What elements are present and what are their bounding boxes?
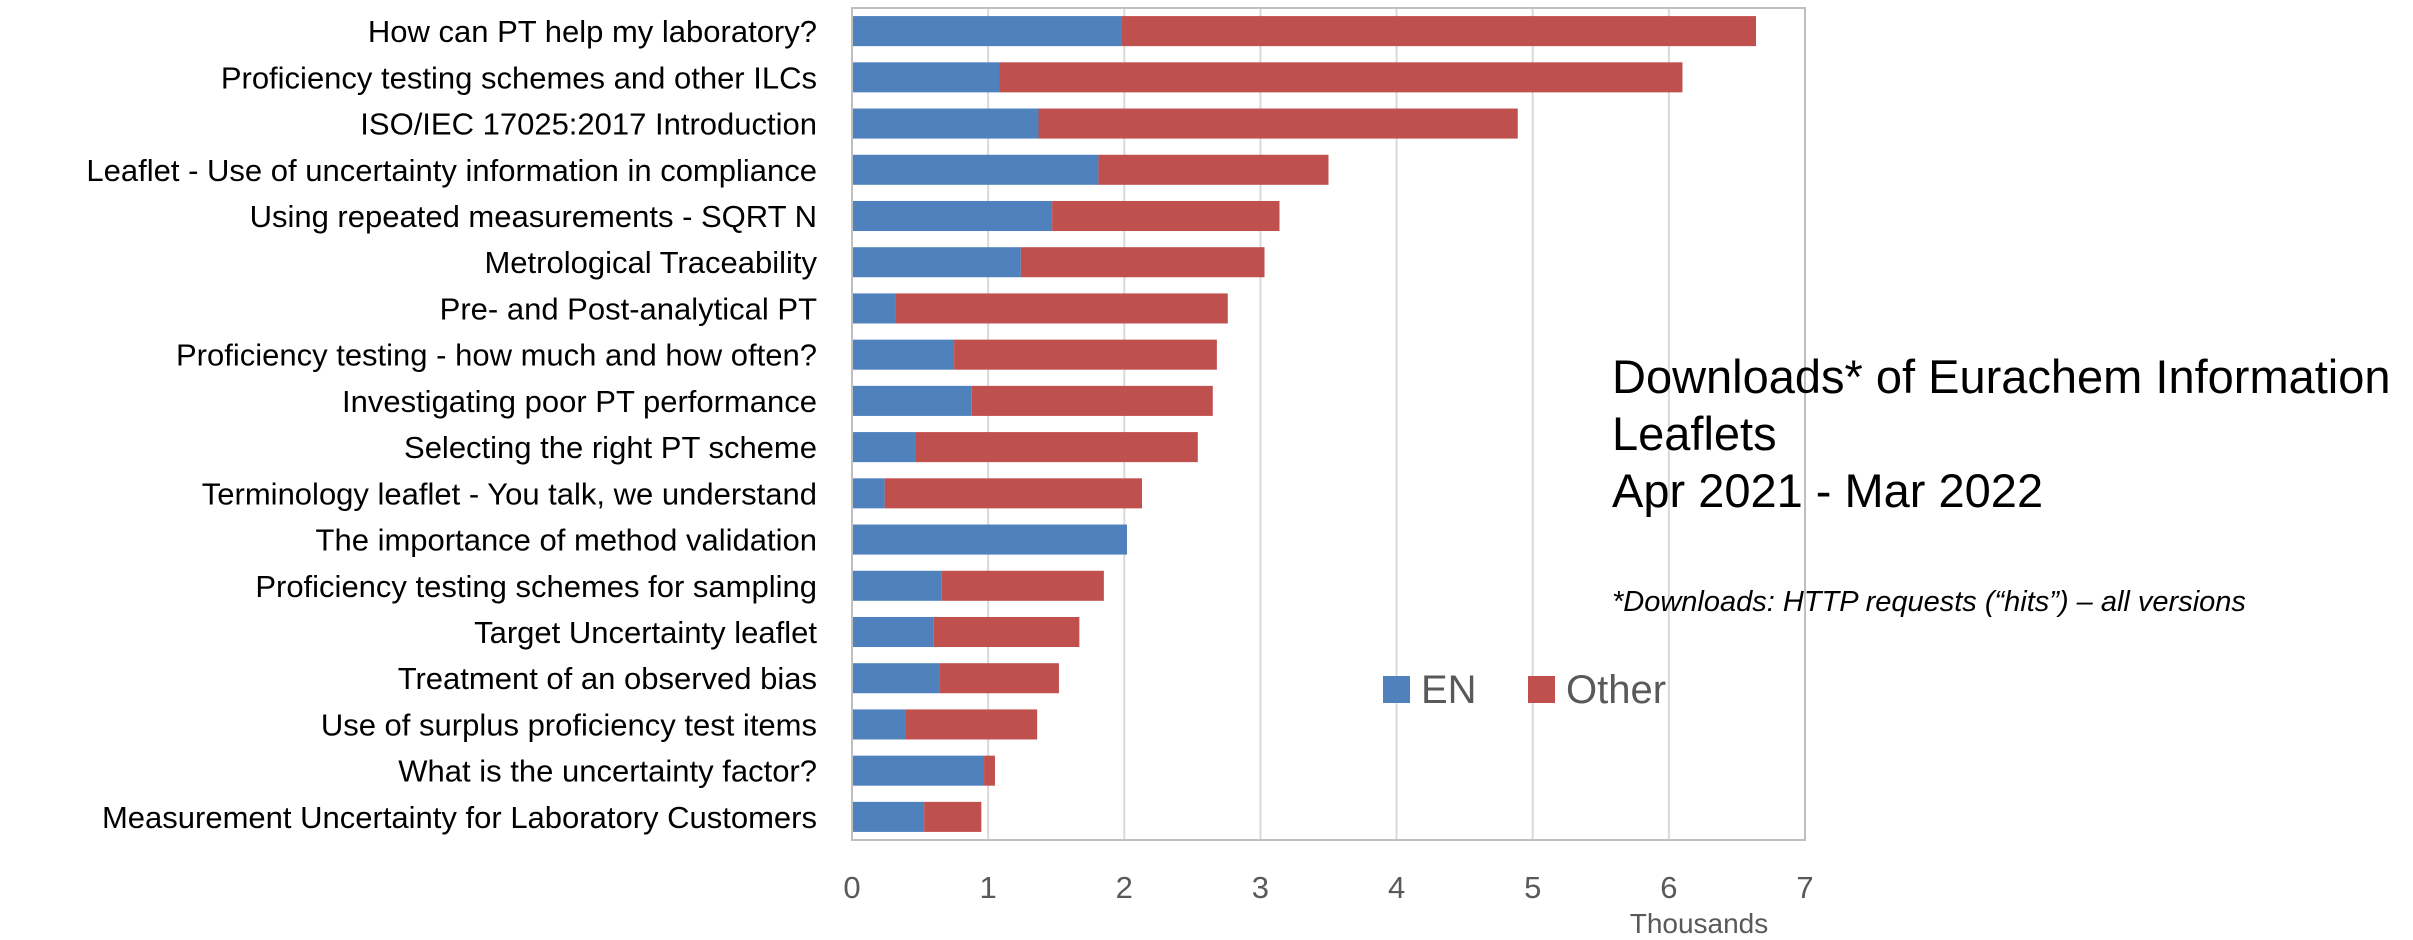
category-label: ISO/IEC 17025:2017 Introduction [360,107,817,142]
bar-segment-other [933,616,1080,648]
bar-segment-en [852,709,906,740]
bar-segment-other [984,755,995,786]
bar-segment-en [852,616,934,648]
x-tick-label: 6 [1660,870,1677,905]
bar-marks [852,16,1756,832]
bar-segment-other [999,62,1683,93]
x-axis-unit-label: Thousands [1630,908,1769,939]
x-tick-label: 7 [1796,870,1813,905]
x-axis-tick-labels: 0 1 2 3 4 5 6 7 [843,870,1813,905]
category-label: Proficiency testing schemes and other IL… [221,60,817,95]
category-labels: How can PT help my laboratory? Proficienc… [86,14,817,835]
category-label: Selecting the right PT scheme [404,430,817,465]
legend-label-en: EN [1421,668,1477,712]
bar-segment-en [852,478,885,509]
bar-segment-other [915,432,1198,463]
bar-segment-other [884,478,1142,509]
bar-segment-en [852,200,1053,232]
category-label: Use of surplus proficiency test items [321,707,817,742]
legend-label-other: Other [1566,668,1666,712]
chart-footnote: *Downloads: HTTP requests (“hits”) – all… [1612,586,2246,618]
bar-segment-en [852,432,916,463]
title-line-3: Apr 2021 - Mar 2022 [1612,464,2043,517]
bar-segment-en [852,755,985,786]
category-label: Terminology leaflet - You talk, we under… [202,476,817,511]
bar-segment-en [852,62,1000,93]
bar-segment-other [905,709,1038,740]
bar-segment-en [852,570,942,601]
bar-segment-en [852,339,955,370]
x-tick-label: 1 [980,870,997,905]
x-tick-label: 2 [1116,870,1133,905]
bar-segment-other [1052,200,1280,232]
bar-segment-other [1121,16,1756,47]
bar-segment-en [852,108,1039,139]
category-label: How can PT help my laboratory? [368,14,817,49]
title-line-1: Downloads* of Eurachem Information [1612,350,2391,403]
bar-segment-other [941,570,1104,601]
x-tick-label: 0 [843,870,860,905]
bar-segment-other [954,339,1217,370]
bar-segment-en [852,154,1099,185]
title-line-2: Leaflets [1612,407,1777,460]
bar-segment-en [852,16,1122,47]
category-label: Proficiency testing schemes for sampling [255,569,817,604]
x-tick-label: 4 [1388,870,1405,905]
plot-area-border [851,7,1806,841]
bar-segment-other [971,385,1213,416]
bar-segment-en [852,524,1128,555]
chart-title: Downloads* of Eurachem Information Leafl… [1612,350,2391,517]
bar-segment-en [852,801,925,832]
category-label: Pre- and Post-analytical PT [440,291,817,326]
legend-swatch-en [1383,676,1410,703]
category-label: Measurement Uncertainty for Laboratory C… [102,800,817,835]
category-label: What is the uncertainty factor? [398,754,817,789]
bar-segment-other [924,801,982,832]
legend-swatch-other [1528,676,1555,703]
bar-segment-other [1038,108,1518,139]
gridlines [987,8,1670,840]
bar-segment-other [939,663,1059,694]
category-label: The importance of method validation [316,523,817,558]
category-label: Investigating poor PT performance [342,384,817,419]
bar-segment-other [1098,154,1329,185]
category-label: Metrological Traceability [484,245,817,280]
bar-segment-en [852,293,896,324]
category-label: Proficiency testing - how much and how o… [176,338,817,373]
bar-segment-en [852,385,972,416]
category-label: Leaflet - Use of uncertainty information… [86,153,817,188]
bar-segment-other [895,293,1228,324]
category-label: Treatment of an observed bias [398,661,817,696]
x-tick-label: 3 [1252,870,1269,905]
category-label: Using repeated measurements - SQRT N [250,199,817,234]
category-label: Target Uncertainty leaflet [474,615,817,650]
bar-segment-other [1020,247,1265,278]
bar-segment-en [852,247,1021,278]
bar-segment-en [852,663,940,694]
x-tick-label: 5 [1524,870,1541,905]
legend: EN Other [1383,668,1666,712]
